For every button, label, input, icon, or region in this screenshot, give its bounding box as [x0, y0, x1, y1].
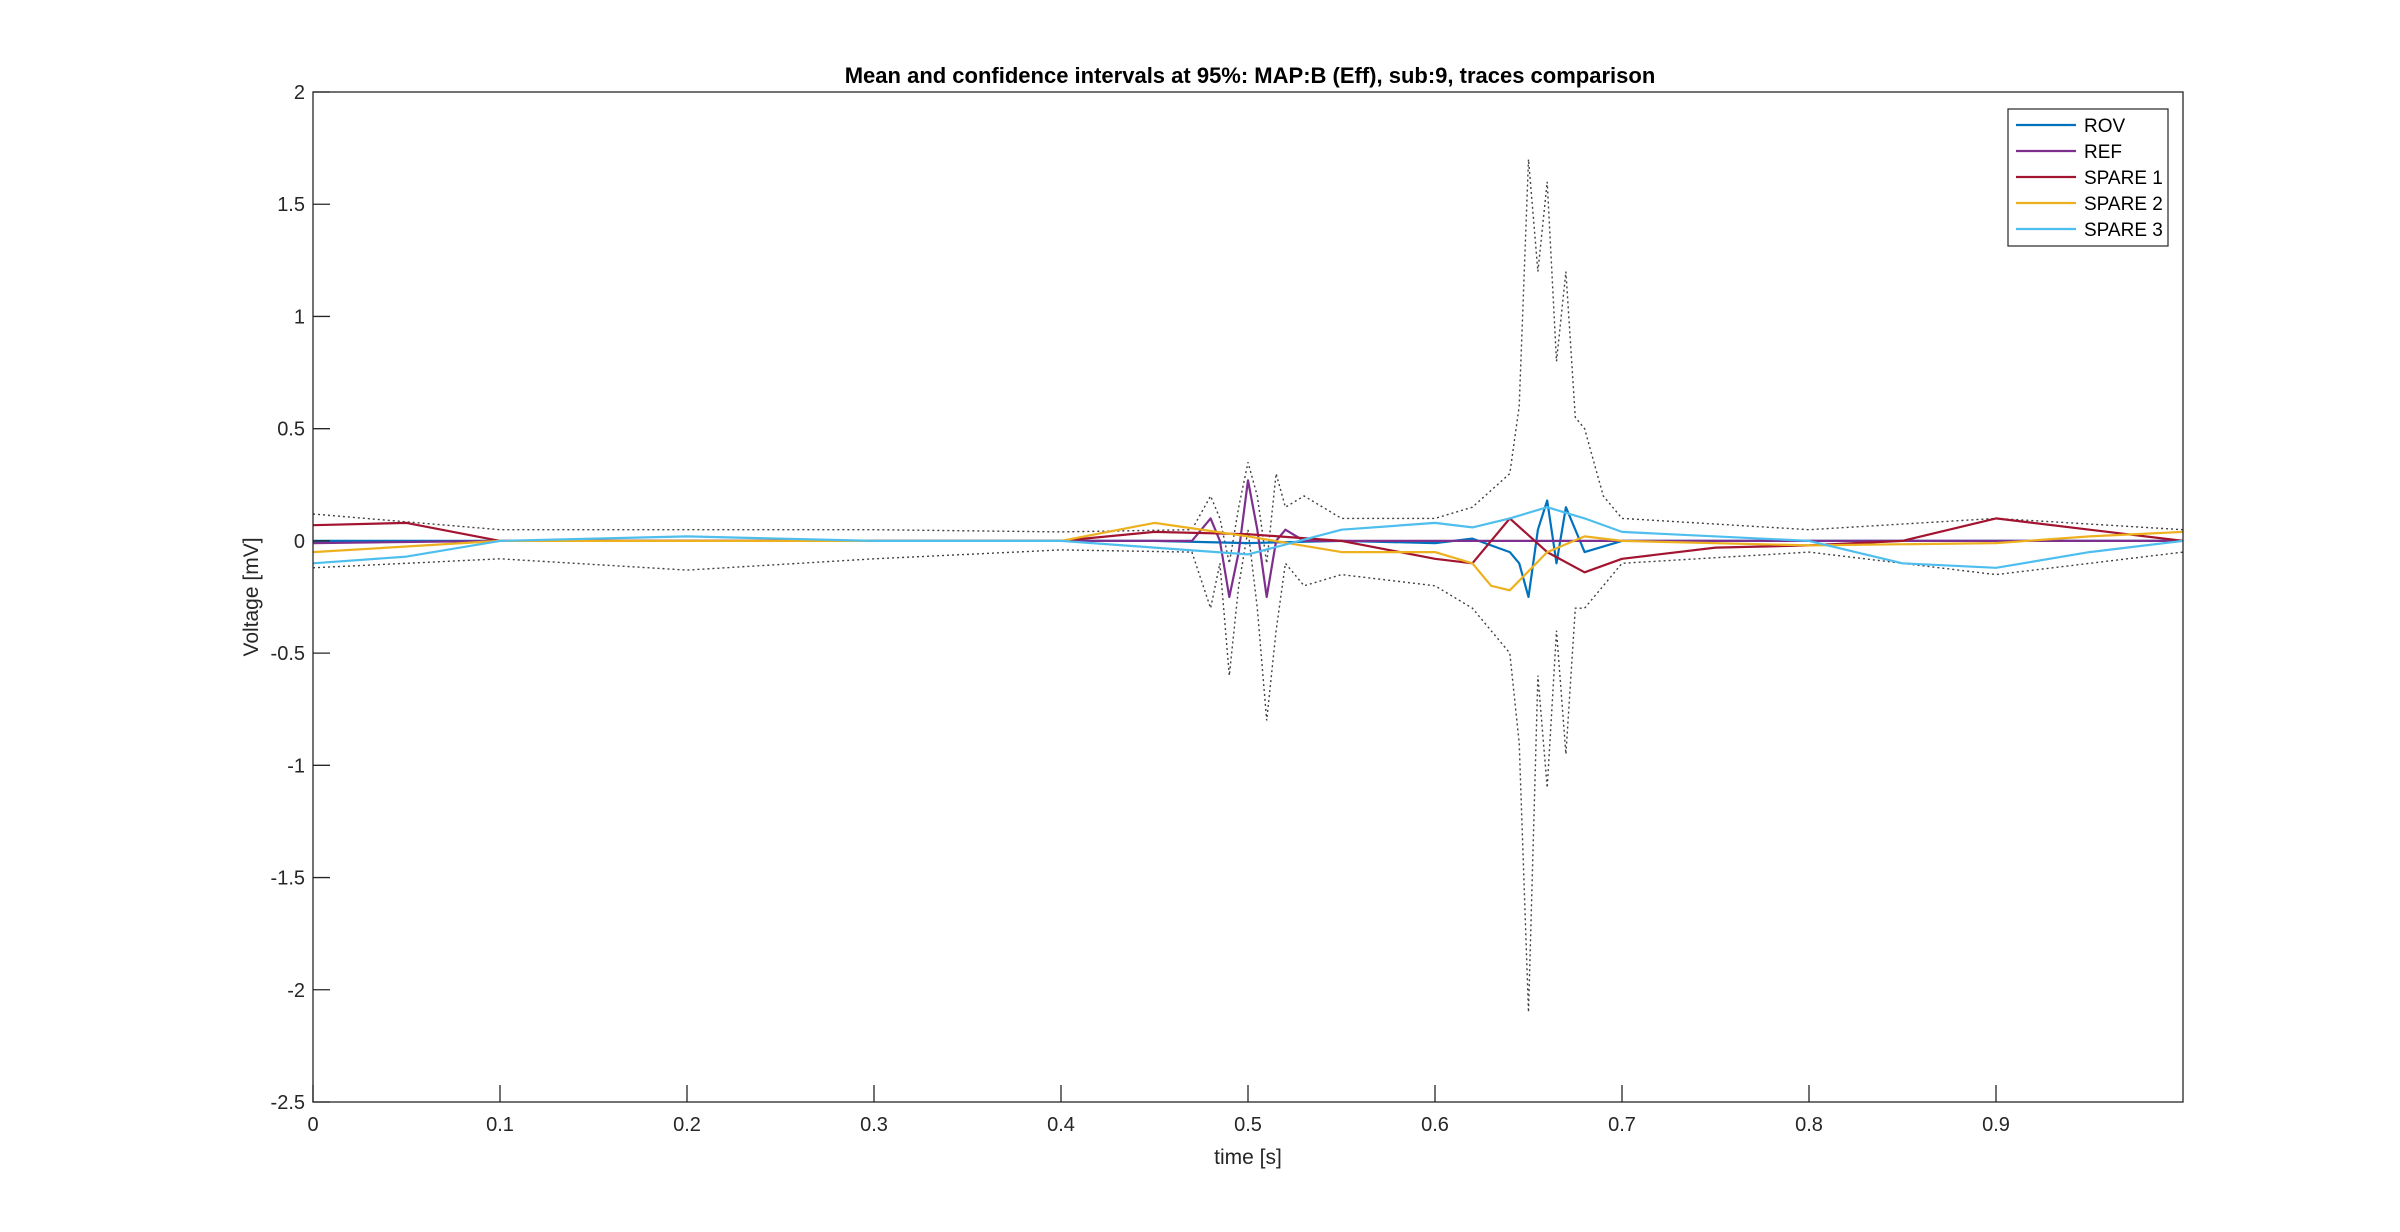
x-tick-label: 0.2 [673, 1114, 701, 1136]
chart-title: Mean and confidence intervals at 95%: MA… [845, 63, 1656, 88]
axes [312, 91, 2184, 1103]
lower-confidence-bound [312, 529, 2184, 1013]
y-axis-ticks: 2 1.5 1 0.5 0 -0.5 -1 -1.5 -2 -2.5 [271, 82, 330, 1114]
x-tick-label: 0.8 [1795, 1114, 1823, 1136]
x-tick-label: 0.9 [1982, 1114, 2010, 1136]
x-tick-label: 0.6 [1421, 1114, 1449, 1136]
x-axis-ticks: 0 0.1 0.2 0.3 0.4 0.5 0.6 0.7 0.8 0.9 [307, 1085, 2010, 1136]
x-axis-label: time [s] [1214, 1146, 1282, 1169]
y-tick-label: -2 [287, 980, 305, 1002]
plot-area-frame [312, 91, 2184, 1103]
series-layer [312, 479, 2184, 599]
legend: ROV REF SPARE 1 SPARE 2 SPARE 3 [2007, 108, 2169, 247]
y-tick-label: -0.5 [271, 643, 305, 665]
x-tick-label: 0.7 [1608, 1114, 1636, 1136]
y-tick-label: 1.5 [277, 194, 305, 216]
y-tick-label: -2.5 [271, 1092, 305, 1114]
x-tick-label: 0.1 [486, 1114, 514, 1136]
upper-confidence-bound [312, 159, 2184, 564]
x-tick-label: 0.3 [860, 1114, 888, 1136]
x-tick-label: 0.5 [1234, 1114, 1262, 1136]
legend-label-spare-2: SPARE 2 [2084, 194, 2163, 215]
y-tick-label: 2 [294, 82, 305, 104]
legend-label-spare-1: SPARE 1 [2084, 168, 2163, 189]
legend-label-spare-3: SPARE 3 [2084, 220, 2163, 241]
y-tick-label: 1 [294, 306, 305, 328]
series-line-rov [313, 499, 2183, 599]
confidence-bounds-layer [312, 159, 2184, 1013]
x-tick-label: 0 [307, 1114, 318, 1136]
y-tick-label: 0 [294, 531, 305, 553]
y-axis-label: Voltage [mV] [240, 537, 263, 656]
y-tick-label: -1 [287, 755, 305, 777]
y-tick-label: 0.5 [277, 419, 305, 441]
legend-label-rov: ROV [2084, 116, 2126, 137]
x-tick-label: 0.4 [1047, 1114, 1075, 1136]
legend-label-ref: REF [2084, 142, 2122, 163]
y-tick-label: -1.5 [271, 868, 305, 890]
series-line-spare-3 [312, 506, 2184, 569]
